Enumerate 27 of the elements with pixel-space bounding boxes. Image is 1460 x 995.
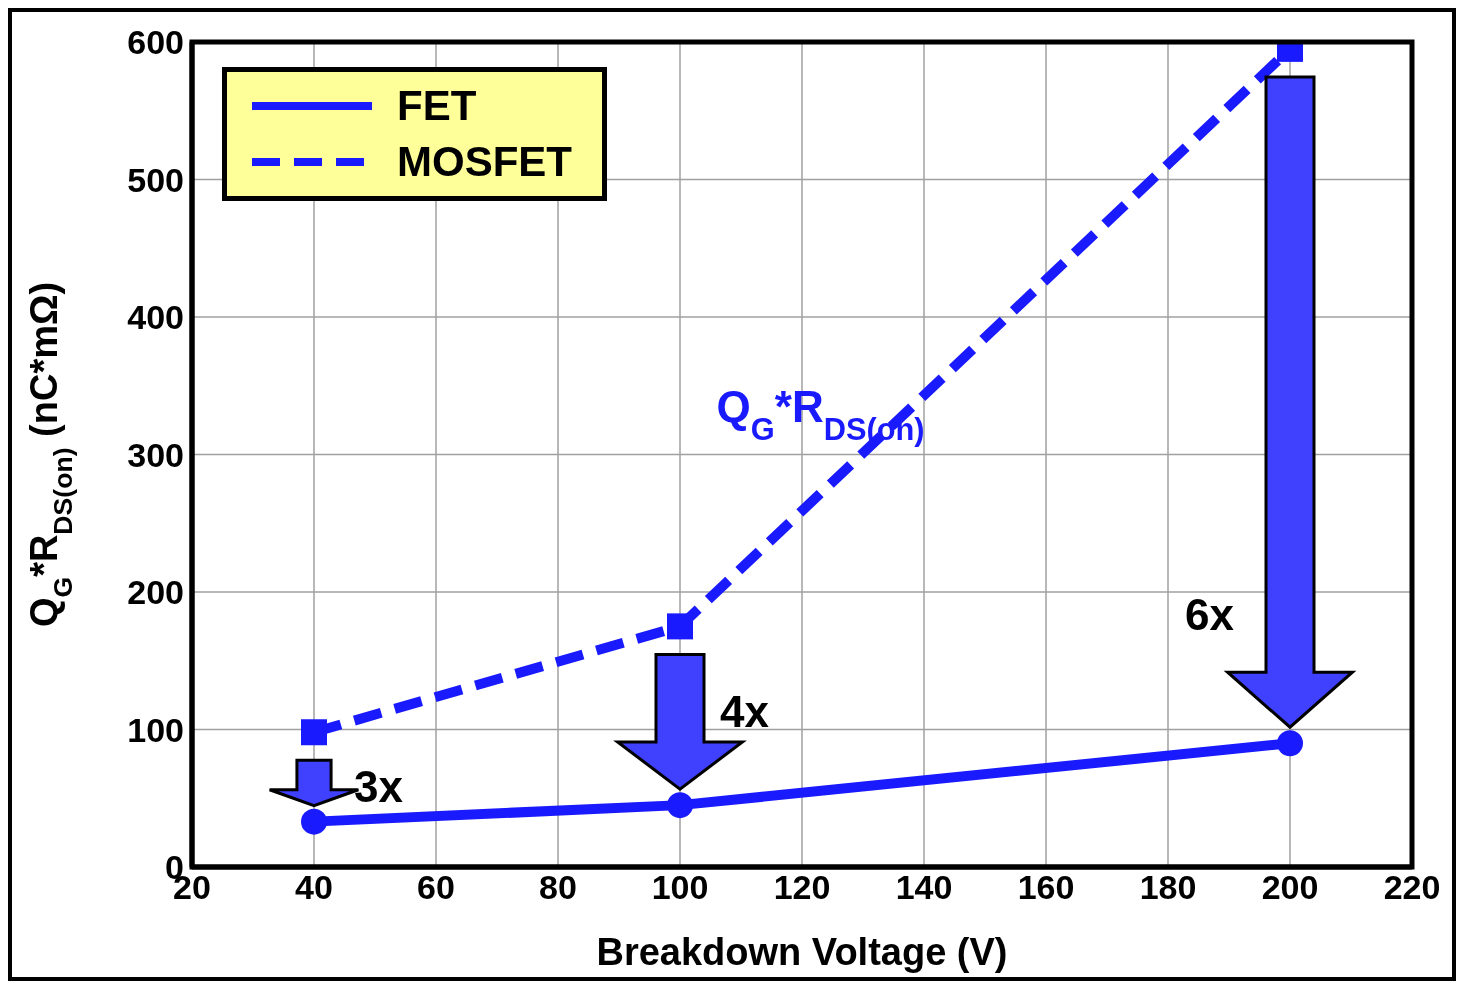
x-tick-label: 180	[1139, 868, 1197, 907]
annotation: 4x	[720, 687, 770, 737]
x-tick-label: 140	[895, 868, 953, 907]
point	[667, 792, 693, 819]
x-tick-label: 40	[295, 868, 333, 907]
x-tick-label: 120	[773, 868, 831, 907]
x-tick-label: 220	[1383, 868, 1441, 907]
x-axis-title: Breakdown Voltage (V)	[596, 931, 1008, 973]
point	[301, 808, 327, 835]
x-tick-label: 200	[1261, 868, 1319, 907]
annotation: 3x	[354, 762, 404, 812]
y-tick-label: 600	[127, 23, 184, 62]
x-tick-label: 80	[539, 868, 577, 907]
y-tick-label: 100	[127, 710, 184, 749]
y-tick-label: 500	[127, 160, 184, 199]
y-tick-label: 200	[127, 573, 184, 612]
y-tick-label: 300	[127, 435, 184, 474]
point	[301, 719, 327, 746]
x-tick-label: 60	[417, 868, 455, 907]
y-tick-label: 400	[127, 298, 184, 337]
point	[1277, 730, 1303, 757]
legend-label: FET	[397, 82, 477, 130]
annotation: 6x	[1185, 589, 1235, 639]
legend-label: MOSFET	[397, 138, 572, 186]
point	[667, 613, 693, 640]
x-tick-label: 100	[651, 868, 709, 907]
x-tick-label: 160	[1017, 868, 1075, 907]
